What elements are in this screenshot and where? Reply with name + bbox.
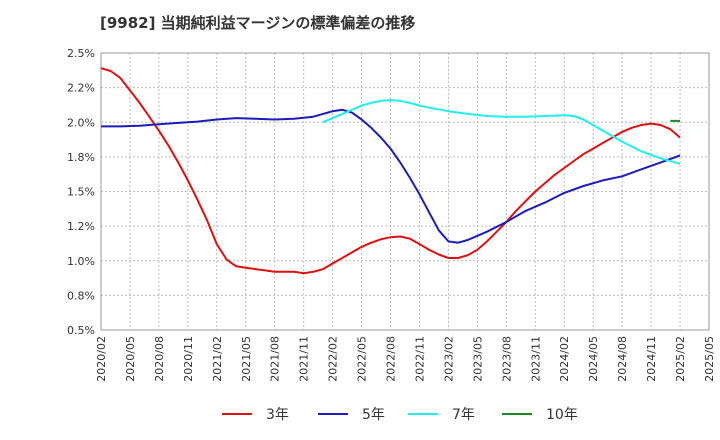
- x-tick-label: 2025/05: [703, 336, 716, 382]
- x-tick-label: 2020/05: [124, 336, 137, 382]
- y-tick-label: 1.8%: [67, 151, 95, 164]
- x-tick-label: 2023/11: [529, 336, 542, 382]
- series-lines: [100, 67, 681, 275]
- legend-label: 7年: [452, 407, 475, 423]
- x-tick-label: 2020/02: [95, 336, 108, 382]
- x-tick-label: 2024/08: [616, 336, 629, 382]
- x-tick-label: 2023/02: [442, 336, 455, 382]
- y-tick-label: 2.2%: [67, 82, 95, 95]
- x-tick-label: 2022/05: [356, 336, 369, 382]
- x-tick-label: 2025/02: [674, 336, 687, 382]
- legend-label: 3年: [266, 407, 289, 423]
- y-tick-label: 2.0%: [67, 116, 95, 129]
- x-tick-label: 2022/02: [327, 336, 340, 382]
- y-tick-label: 1.2%: [67, 220, 95, 233]
- plot-frame: [100, 52, 710, 331]
- x-tick-label: 2020/08: [153, 336, 166, 382]
- x-tick-label: 2021/05: [240, 336, 253, 382]
- x-tick-label: 2023/05: [471, 336, 484, 382]
- y-tick-label: 2.5%: [67, 47, 95, 60]
- legend-label: 5年: [362, 407, 385, 423]
- x-tick-label: 2021/11: [298, 336, 311, 382]
- x-tick-label: 2024/05: [587, 336, 600, 382]
- y-tick-label: 1.0%: [67, 255, 95, 268]
- series-line-3年: [100, 67, 681, 275]
- gridlines: [100, 52, 710, 331]
- y-tick-label: 1.5%: [67, 186, 95, 199]
- series-line-7年: [322, 99, 681, 165]
- x-tick-label: 2022/11: [413, 336, 426, 382]
- y-tick-label: 0.5%: [67, 324, 95, 337]
- x-tick-labels: 2020/02 2020/05 2020/08 2020/11 2021/02 2021/…: [95, 336, 716, 382]
- chart-title: [9982] 当期純利益マージンの標準偏差の推移: [100, 14, 416, 32]
- x-tick-label: 2020/11: [182, 336, 195, 382]
- x-tick-label: 2022/08: [385, 336, 398, 382]
- series-line-5年: [101, 108, 681, 244]
- legend: 3年 5年 7年 10年: [222, 407, 578, 423]
- axes: [100, 52, 710, 331]
- legend-label: 10年: [546, 407, 578, 423]
- y-tick-label: 0.8%: [67, 289, 95, 302]
- y-tick-labels: 2.5% 2.2% 2.0% 1.8% 1.5% 1.2% 1.0% 0.8% 0.5%: [67, 47, 95, 337]
- x-tick-label: 2023/08: [500, 336, 513, 382]
- x-tick-label: 2021/08: [269, 336, 282, 382]
- x-tick-label: 2021/02: [211, 336, 224, 382]
- x-tick-label: 2024/02: [558, 336, 571, 382]
- x-tick-label: 2024/11: [645, 336, 658, 382]
